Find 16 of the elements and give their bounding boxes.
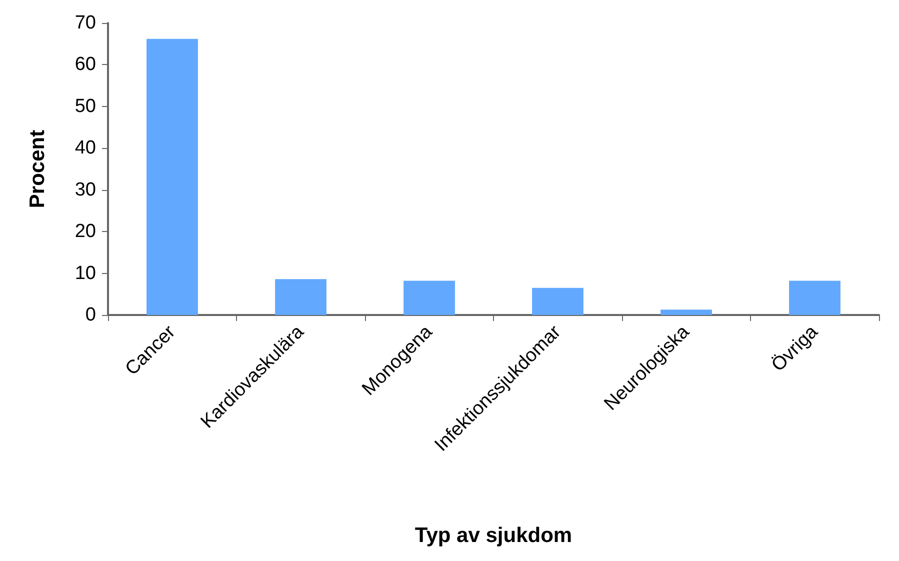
- bar: [660, 310, 712, 315]
- y-tick-label: 40: [74, 138, 96, 159]
- bar: [146, 38, 198, 315]
- y-tick-label: 20: [74, 221, 96, 242]
- y-tick-label: 50: [74, 96, 96, 117]
- y-tick-label: 60: [74, 54, 96, 76]
- y-axis-title: Procent: [26, 130, 49, 208]
- bar: [404, 280, 455, 315]
- y-tick-label: 30: [74, 179, 96, 200]
- y-tick-label: 10: [74, 262, 96, 284]
- bar: [789, 280, 840, 315]
- bar: [275, 279, 326, 315]
- bar: [532, 288, 584, 315]
- y-tick-label: 0: [85, 304, 96, 326]
- y-tick-label: 70: [74, 12, 96, 34]
- x-axis-title: Typ av sjukdom: [414, 524, 572, 547]
